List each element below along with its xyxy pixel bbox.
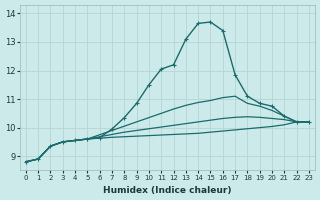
X-axis label: Humidex (Indice chaleur): Humidex (Indice chaleur) [103, 186, 232, 195]
